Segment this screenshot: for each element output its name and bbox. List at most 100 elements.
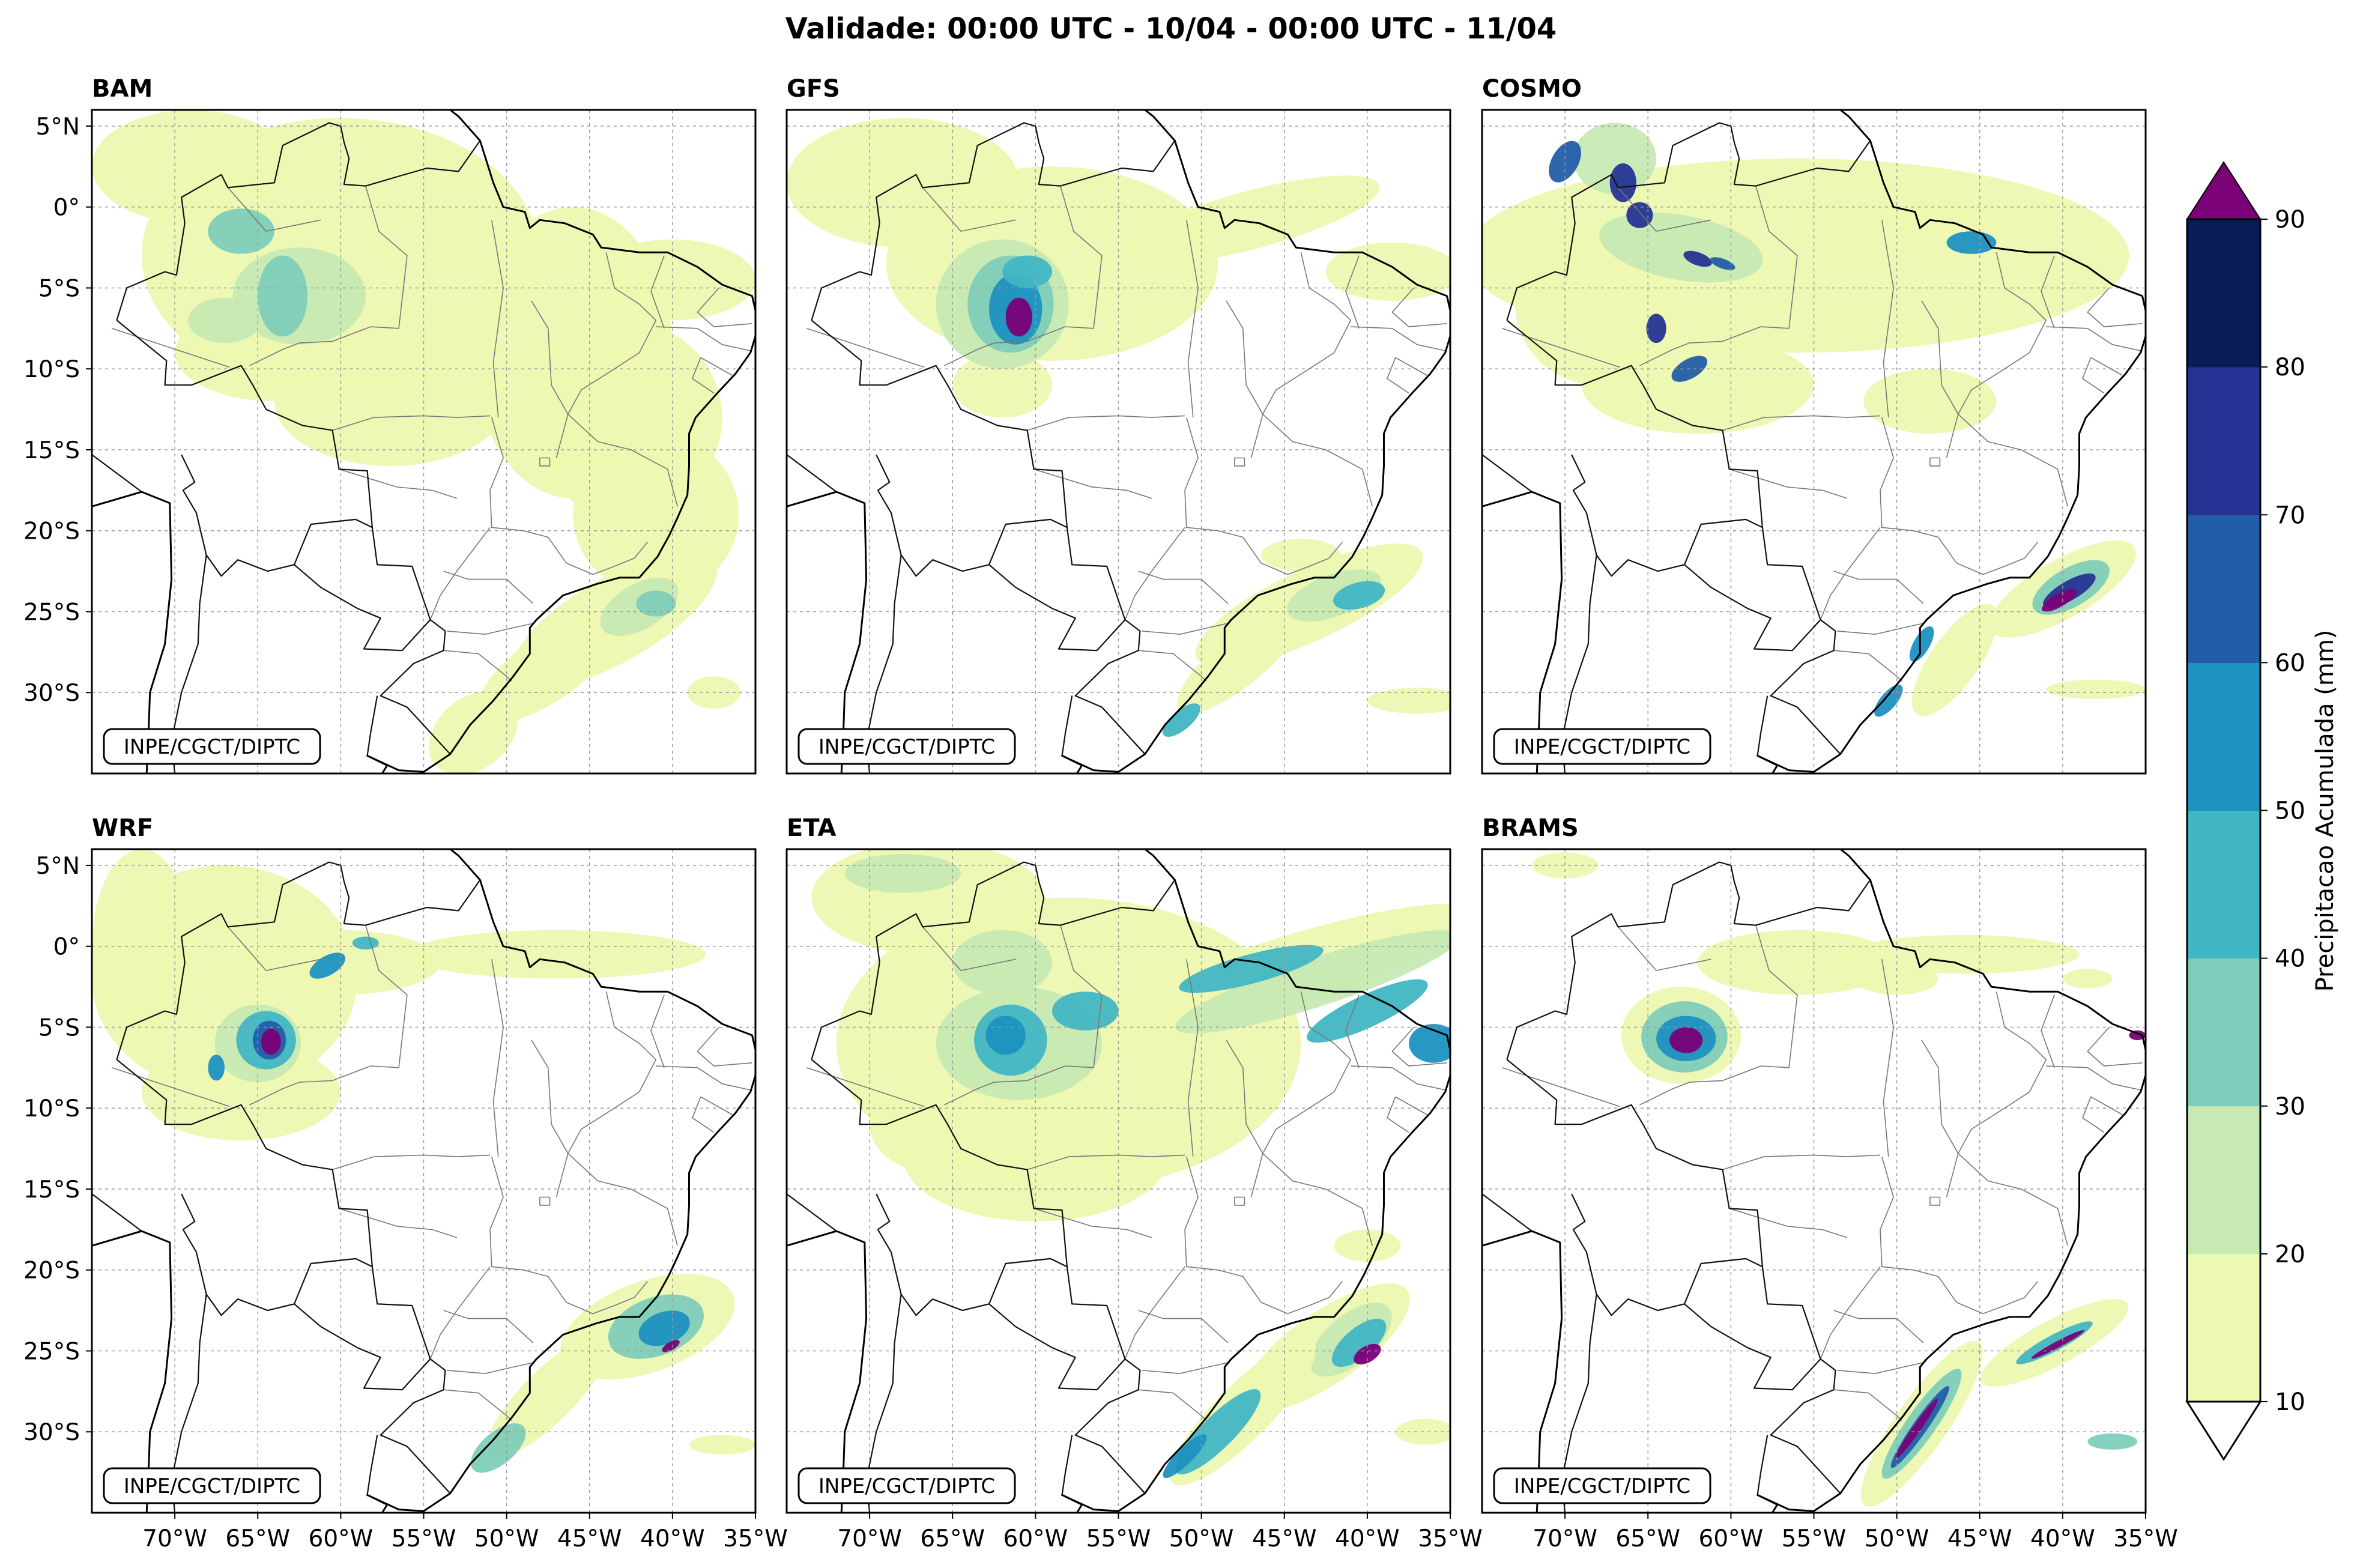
figure-title: Validade: 00:00 UTC - 10/04 - 00:00 UTC … (785, 12, 1557, 46)
colorbar-over-triangle (2186, 161, 2262, 220)
precip-area (258, 255, 308, 337)
panel-label: COSMO (1482, 75, 1582, 103)
precip-area (2031, 1330, 2084, 1359)
lat-tick-label: 10°S (23, 356, 80, 383)
gridlines (787, 849, 1450, 1513)
lon-tick-label: 40°W (640, 1525, 705, 1552)
precip-field (92, 110, 755, 773)
map-panel-wrf: WRF INPE/CGCT/DIPTC 5°N 0° 5°S 10°S 15°S 20°S 25… (23, 814, 788, 1552)
precip-area (1683, 250, 1712, 267)
lon-tick-label: 35°W (723, 1525, 788, 1552)
precip-area (352, 936, 379, 950)
coastline (787, 849, 1450, 1513)
lat-tick-label: 5°N (36, 853, 80, 880)
credit-box (103, 728, 321, 765)
precip-area (92, 849, 192, 1044)
coastline (1482, 849, 2146, 1513)
panel-label: ETA (787, 814, 837, 842)
precip-area (1863, 369, 1997, 434)
credit-box (797, 728, 1016, 765)
gridlines (92, 849, 755, 1513)
credit-box (103, 1467, 321, 1504)
lon-tick-label: 60°W (1699, 1525, 1764, 1552)
lon-tick-label: 55°W (1086, 1525, 1151, 1552)
lon-tick-label: 60°W (1003, 1525, 1068, 1552)
boundaries (92, 849, 755, 1513)
credit-text: INPE/CGCT/DIPTC (1514, 735, 1690, 759)
precip-area (870, 1076, 1003, 1173)
lon-tick-label: 70°W (142, 1525, 207, 1552)
precip-area (952, 930, 1052, 995)
panel-label: WRF (92, 814, 153, 842)
gridlines (787, 110, 1450, 773)
precip-area (638, 1310, 690, 1346)
lat-tick-label: 25°S (23, 599, 80, 626)
map-frame (91, 109, 757, 775)
colorbar: 10 20 30 40 50 60 70 80 90 Precipitacao Acumulad… (2185, 161, 2339, 1461)
lon-tick-label: 40°W (2030, 1525, 2095, 1552)
lon-tick-label: 45°W (557, 1525, 622, 1552)
lon-tick-label: 65°W (1615, 1525, 1680, 1552)
lon-tick-label: 35°W (2113, 1525, 2178, 1552)
panels-group: BAM INPE/CGCT/DIPTC 5°N 0° 5°S 10°S 15°S 20°S 25… (23, 75, 2178, 1552)
precip-area (1847, 195, 2013, 235)
precip-area (1163, 703, 1200, 737)
coastline (92, 849, 755, 1513)
colorbar-tick-label: 70 (2275, 501, 2305, 529)
lat-tick-label: 10°S (23, 1095, 80, 1122)
boundaries (1482, 110, 2146, 773)
panel-label: BRAMS (1482, 814, 1579, 842)
precip-area (477, 614, 619, 723)
map-panel-gfs: GFS INPE/CGCT/DIPTC (785, 75, 1451, 775)
precip-area (1581, 336, 1814, 434)
precip-area (2129, 1030, 2146, 1040)
precip-area (1626, 202, 1653, 228)
precip-area (1909, 626, 1934, 662)
precip-area (636, 590, 676, 617)
lat-tick-label: 15°S (23, 437, 80, 464)
colorbar-band (2187, 958, 2260, 1107)
map-frame (785, 109, 1451, 775)
lon-tick-label: 55°W (392, 1525, 456, 1552)
lat-tick-label: 5°S (38, 275, 80, 302)
credit-box (797, 1467, 1016, 1504)
lon-tick-label: 65°W (920, 1525, 985, 1552)
credit-text: INPE/CGCT/DIPTC (818, 1474, 995, 1498)
colorbar-band (2187, 219, 2260, 368)
lat-tick-label: 20°S (23, 1258, 80, 1285)
lon-tick-label: 60°W (309, 1525, 374, 1552)
lon-tick-label: 70°W (837, 1525, 902, 1552)
precip-area (2042, 589, 2077, 612)
colorbar-band (2187, 1106, 2260, 1255)
precip-area (1367, 688, 1450, 714)
precip-area (1895, 1398, 1938, 1459)
colorbar-band (2187, 1253, 2260, 1402)
colorbar-under-triangle (2185, 1400, 2262, 1461)
precip-area (407, 930, 706, 979)
lat-tick-label: 0° (53, 934, 80, 961)
panel-label: GFS (787, 75, 840, 103)
map-panel-bam: BAM INPE/CGCT/DIPTC 5°N 0° 5°S 10°S 15°S 20°S 25… (23, 75, 757, 775)
precip-area (2046, 679, 2146, 700)
precip-area (844, 854, 961, 893)
precip-area (1710, 257, 1735, 270)
precip-area (1333, 581, 1385, 610)
credit-text: INPE/CGCT/DIPTC (124, 735, 300, 759)
colorbar-tick-label: 90 (2275, 206, 2305, 234)
precip-area (1179, 945, 1324, 993)
precip-area (1911, 604, 1998, 716)
precip-area (1175, 930, 1450, 1034)
precip-area (1646, 313, 1666, 344)
colorbar-tick-label: 80 (2275, 354, 2305, 381)
precip-area (2087, 1433, 2138, 1450)
precip-area (1874, 684, 1903, 717)
lon-tick-label: 65°W (225, 1525, 290, 1552)
lon-tick-label: 40°W (1335, 1525, 1400, 1552)
precip-area (1395, 1418, 1450, 1445)
precip-area (188, 297, 261, 344)
lon-tick-label: 55°W (1782, 1525, 1847, 1552)
lat-tick-label: 20°S (23, 518, 80, 545)
colorbar-tick-label: 40 (2275, 945, 2305, 973)
boundaries (787, 849, 1450, 1513)
